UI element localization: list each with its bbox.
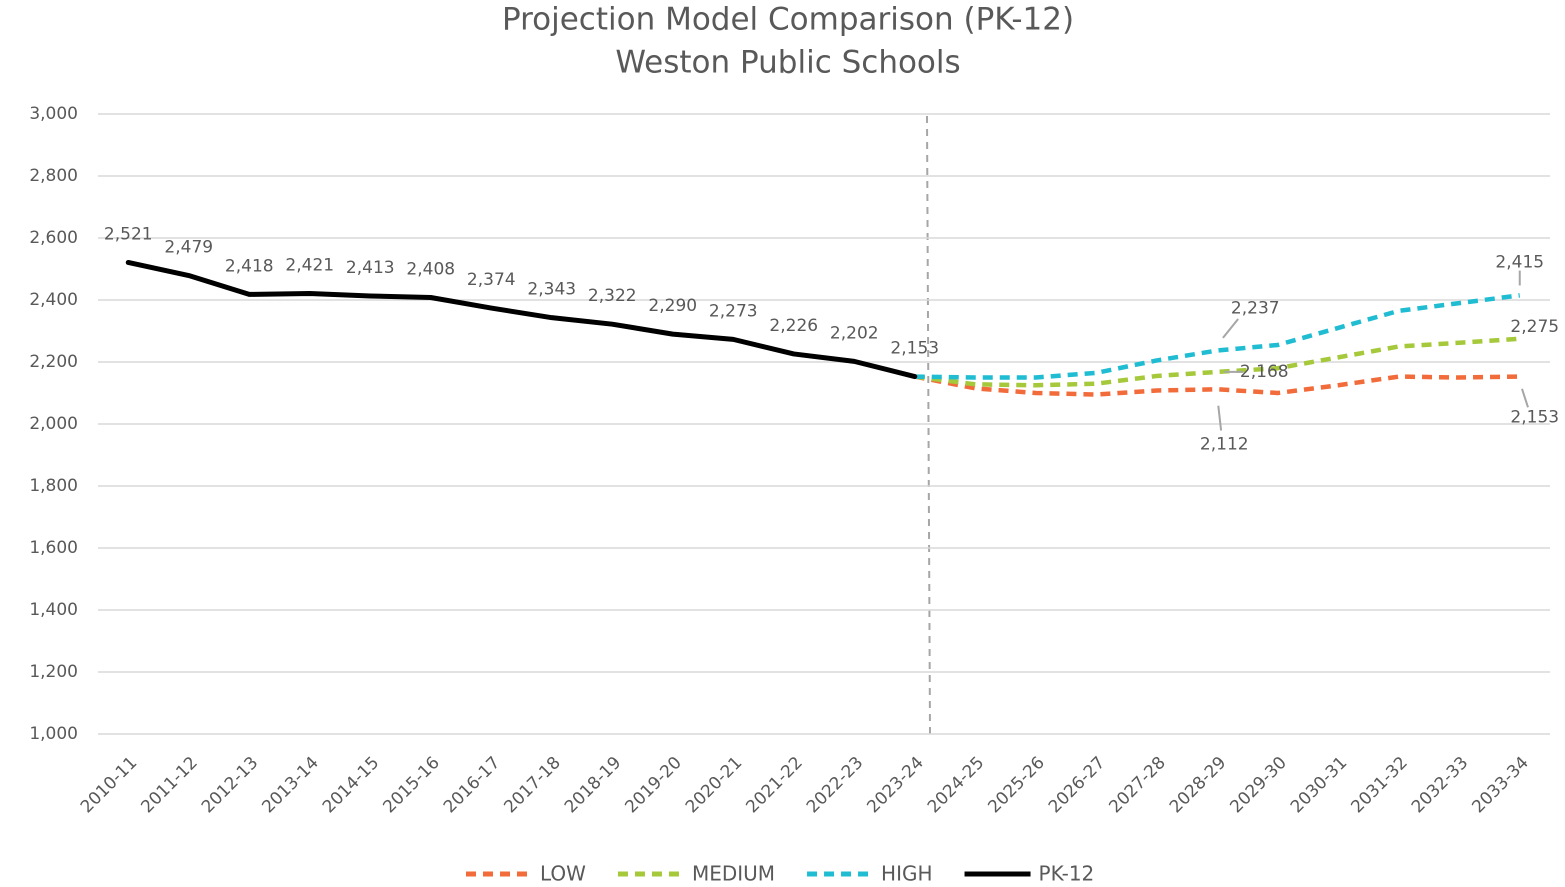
x-tick-label: 2012-13 <box>198 753 262 817</box>
data-label: 2,237 <box>1231 299 1280 319</box>
x-tick-label: 2022-23 <box>803 753 867 817</box>
data-label: 2,521 <box>104 224 153 244</box>
x-tick-label: 2033-34 <box>1468 753 1532 817</box>
x-tick-label: 2029-30 <box>1226 753 1290 817</box>
data-label: 2,413 <box>346 258 395 278</box>
x-tick-label: 2028-29 <box>1166 753 1230 817</box>
x-tick-label: 2031-32 <box>1347 753 1411 817</box>
x-tick-label: 2018-19 <box>561 753 625 817</box>
x-tick-label: 2023-24 <box>863 753 927 817</box>
leader-line <box>1222 318 1239 339</box>
x-tick-label: 2017-18 <box>500 753 564 817</box>
data-label: 2,290 <box>648 296 697 316</box>
x-tick-label: 2013-14 <box>258 753 322 817</box>
x-tick-label: 2032-33 <box>1408 753 1472 817</box>
data-label: 2,273 <box>709 301 758 321</box>
y-tick-label: 1,000 <box>29 724 78 744</box>
y-tick-label: 1,600 <box>29 538 78 558</box>
y-tick-label: 1,200 <box>29 662 78 682</box>
data-label: 2,479 <box>164 238 213 258</box>
data-label: 2,415 <box>1495 252 1544 272</box>
data-label: 2,418 <box>225 256 274 276</box>
projection-divider <box>926 115 931 735</box>
y-tick-label: 2,200 <box>29 352 78 372</box>
data-label: 2,343 <box>527 280 576 300</box>
legend-label: MEDIUM <box>692 862 775 886</box>
data-label: 2,112 <box>1200 434 1249 454</box>
x-tick-label: 2015-16 <box>379 753 443 817</box>
series-line <box>914 293 1521 380</box>
data-label: 2,226 <box>769 316 818 336</box>
x-tick-label: 2014-15 <box>319 753 383 817</box>
x-tick-label: 2021-22 <box>742 753 806 817</box>
x-tick-label: 2024-25 <box>924 753 988 817</box>
x-tick-label: 2020-21 <box>682 753 746 817</box>
y-tick-label: 2,800 <box>29 166 78 186</box>
leader-line <box>1521 388 1529 408</box>
leader-line <box>1217 405 1223 431</box>
y-tick-label: 2,600 <box>29 228 78 248</box>
data-label: 2,275 <box>1510 317 1559 337</box>
data-label: 2,374 <box>467 270 516 290</box>
data-label: 2,153 <box>890 339 939 359</box>
series-line <box>914 374 1520 397</box>
x-tick-label: 2010-11 <box>77 753 141 817</box>
data-label: 2,168 <box>1240 362 1289 382</box>
x-tick-label: 2025-26 <box>984 753 1048 817</box>
y-tick-label: 2,400 <box>29 290 78 310</box>
y-tick-label: 1,400 <box>29 600 78 620</box>
chart-subtitle: Weston Public Schools <box>615 45 960 81</box>
data-label: 2,408 <box>406 260 455 280</box>
y-tick-label: 3,000 <box>29 104 78 124</box>
x-tick-label: 2016-17 <box>440 753 504 817</box>
chart-title: Projection Model Comparison (PK-12) <box>502 2 1074 38</box>
data-label: 2,153 <box>1510 408 1559 428</box>
x-tick-label: 2026-27 <box>1045 753 1109 817</box>
legend-label: HIGH <box>881 862 932 886</box>
x-tick-label: 2019-20 <box>621 753 685 817</box>
y-tick-label: 1,800 <box>29 476 78 496</box>
data-label: 2,322 <box>588 286 637 306</box>
legend-label: PK-12 <box>1039 862 1095 886</box>
x-tick-label: 2011-12 <box>137 753 201 817</box>
x-tick-label: 2027-28 <box>1105 753 1169 817</box>
y-tick-label: 2,000 <box>29 414 78 434</box>
x-tick-label: 2030-31 <box>1287 753 1351 817</box>
legend-label: LOW <box>540 862 586 886</box>
data-label: 2,421 <box>285 255 334 275</box>
series-line <box>125 259 918 380</box>
data-label: 2,202 <box>830 323 879 343</box>
